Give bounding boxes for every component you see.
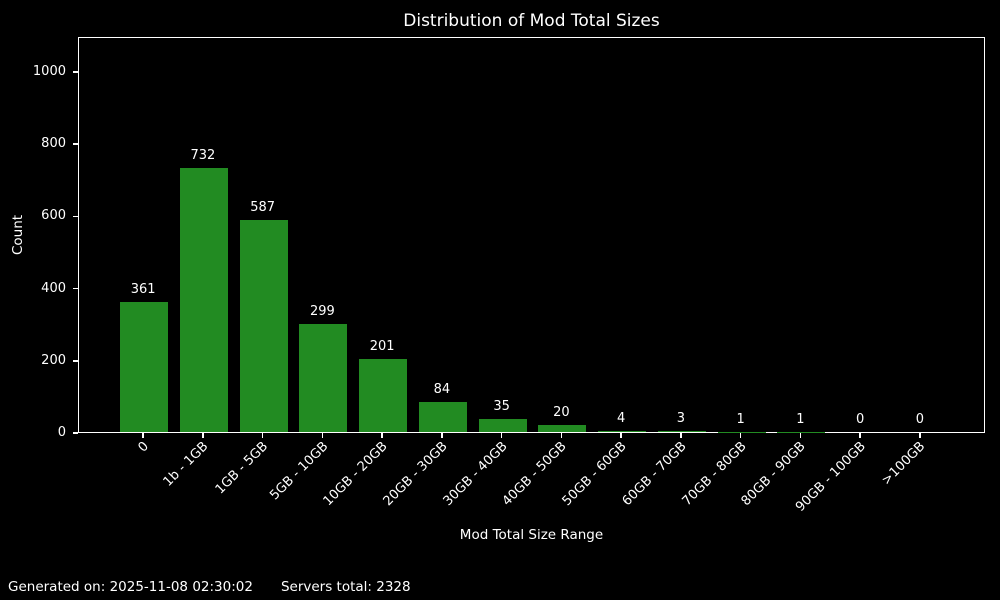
- x-tick-mark: [919, 433, 921, 438]
- bar: [120, 301, 169, 432]
- x-tick-mark: [799, 433, 802, 438]
- y-tick-mark: [73, 215, 78, 218]
- bar: [179, 167, 228, 432]
- bar: [418, 401, 467, 432]
- bar-value-label: 20: [553, 404, 570, 420]
- y-tick-label: 200: [41, 352, 66, 368]
- x-tick-mark: [321, 433, 324, 438]
- bar: [239, 220, 288, 432]
- y-tick-label: 1000: [32, 64, 66, 79]
- x-tick-mark: [500, 433, 503, 438]
- y-tick-label: 800: [41, 136, 66, 152]
- x-tick-label: 0: [135, 439, 152, 456]
- bar: [299, 324, 348, 432]
- y-tick-mark: [73, 143, 78, 145]
- x-tick-mark: [739, 433, 742, 438]
- bar-value-label: 1: [736, 411, 745, 427]
- bar-value-label: 3: [676, 410, 685, 426]
- bar-value-label: 732: [190, 147, 216, 163]
- x-tick-mark: [680, 433, 682, 438]
- x-tick-mark: [441, 433, 443, 438]
- bar: [478, 419, 527, 432]
- footer-generated-on: Generated on: 2025-11-08 02:30:02: [8, 579, 253, 595]
- y-tick-mark: [73, 360, 78, 362]
- footer: Generated on: 2025-11-08 02:30:02 Servers…: [8, 579, 411, 595]
- x-tick-mark: [142, 433, 144, 438]
- bar-value-label: 0: [915, 412, 924, 427]
- x-tick-label: 5GB - 10GB: [266, 439, 331, 504]
- bar-value-label: 35: [493, 399, 510, 415]
- bar-value-label: 84: [433, 381, 451, 397]
- x-tick-mark: [381, 433, 383, 438]
- x-tick-label: >100GB: [879, 439, 929, 489]
- bar: [657, 430, 706, 432]
- bar: [538, 424, 587, 432]
- bar-value-label: 201: [369, 339, 395, 355]
- plot-area: [78, 37, 985, 433]
- x-tick-label: 1GB - 5GB: [212, 439, 272, 498]
- x-tick-mark: [202, 433, 204, 438]
- x-tick-mark: [261, 433, 264, 438]
- x-tick-mark: [560, 433, 563, 438]
- x-tick-label: 1b - 1GB: [160, 439, 212, 490]
- bar: [598, 430, 647, 432]
- y-tick-label: 0: [57, 425, 66, 440]
- y-tick-label: 600: [41, 208, 66, 224]
- y-tick-mark: [73, 432, 78, 434]
- x-tick-mark: [620, 433, 622, 438]
- y-tick-label: 400: [41, 280, 66, 296]
- footer-servers-total: Servers total: 2328: [280, 579, 411, 595]
- bar-value-label: 1: [796, 411, 805, 427]
- bar-value-label: 587: [250, 200, 276, 216]
- x-axis-title: Mod Total Size Range: [459, 527, 604, 543]
- x-tick-mark: [859, 433, 861, 438]
- chart-title: Distribution of Mod Total Sizes: [403, 11, 660, 31]
- bar-value-label: 0: [855, 412, 865, 427]
- bar-value-label: 361: [130, 281, 156, 297]
- bar: [359, 359, 408, 432]
- y-tick-mark: [73, 287, 78, 290]
- bar-value-label: 299: [309, 304, 335, 320]
- bar-value-label: 4: [616, 410, 626, 426]
- y-tick-mark: [73, 71, 78, 73]
